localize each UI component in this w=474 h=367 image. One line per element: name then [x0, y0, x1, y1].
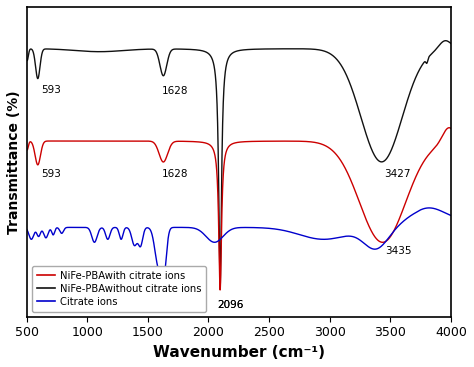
- NiFe-PBAwith citrate ions: [127, 139, 132, 143]
- NiFe-PBAwithout citrate ions: [443, 39, 448, 43]
- NiFe-PBAwith citrate ions: [184, 139, 190, 143]
- NiFe-PBAwithout citrate ions: [445, 39, 451, 43]
- Text: 1628: 1628: [162, 86, 189, 96]
- Line: NiFe-PBAwithout citrate ions: NiFe-PBAwithout citrate ions: [27, 41, 451, 287]
- Citrate ions: [448, 213, 454, 218]
- NiFe-PBAwithout citrate ions: [217, 285, 223, 289]
- Text: 3435: 3435: [385, 246, 411, 256]
- Citrate ions: [127, 229, 132, 233]
- Citrate ions: [184, 225, 190, 230]
- NiFe-PBAwithout citrate ions: [214, 95, 219, 99]
- Line: NiFe-PBAwith citrate ions: NiFe-PBAwith citrate ions: [27, 128, 451, 290]
- NiFe-PBAwith citrate ions: [125, 139, 130, 143]
- NiFe-PBAwithout citrate ions: [122, 48, 128, 52]
- NiFe-PBAwithout citrate ions: [184, 47, 190, 51]
- Text: 1628: 1628: [162, 169, 189, 179]
- Citrate ions: [122, 226, 128, 231]
- NiFe-PBAwith citrate ions: [217, 288, 223, 292]
- Text: 593: 593: [41, 86, 61, 95]
- Text: 2096: 2096: [218, 300, 244, 310]
- NiFe-PBAwithout citrate ions: [125, 48, 130, 52]
- Citrate ions: [445, 212, 451, 217]
- NiFe-PBAwith citrate ions: [448, 126, 454, 131]
- Text: 3427: 3427: [384, 169, 410, 179]
- Line: Citrate ions: Citrate ions: [27, 208, 451, 284]
- Citrate ions: [24, 227, 29, 231]
- Text: 2096: 2096: [218, 300, 244, 310]
- Citrate ions: [214, 240, 219, 244]
- Citrate ions: [160, 282, 165, 286]
- Legend: NiFe-PBAwith citrate ions, NiFe-PBAwithout citrate ions, Citrate ions: NiFe-PBAwith citrate ions, NiFe-PBAwitho…: [31, 266, 206, 312]
- Y-axis label: Transmittance (%): Transmittance (%): [7, 90, 21, 234]
- NiFe-PBAwith citrate ions: [24, 147, 29, 151]
- NiFe-PBAwith citrate ions: [447, 126, 452, 130]
- Text: 593: 593: [41, 169, 61, 179]
- NiFe-PBAwithout citrate ions: [448, 41, 454, 46]
- Citrate ions: [125, 226, 130, 230]
- NiFe-PBAwith citrate ions: [122, 139, 128, 143]
- NiFe-PBAwith citrate ions: [214, 169, 219, 174]
- NiFe-PBAwith citrate ions: [445, 126, 451, 130]
- NiFe-PBAwithout citrate ions: [127, 48, 132, 52]
- X-axis label: Wavenumber (cm⁻¹): Wavenumber (cm⁻¹): [153, 345, 325, 360]
- Citrate ions: [426, 206, 432, 210]
- NiFe-PBAwithout citrate ions: [24, 57, 29, 61]
